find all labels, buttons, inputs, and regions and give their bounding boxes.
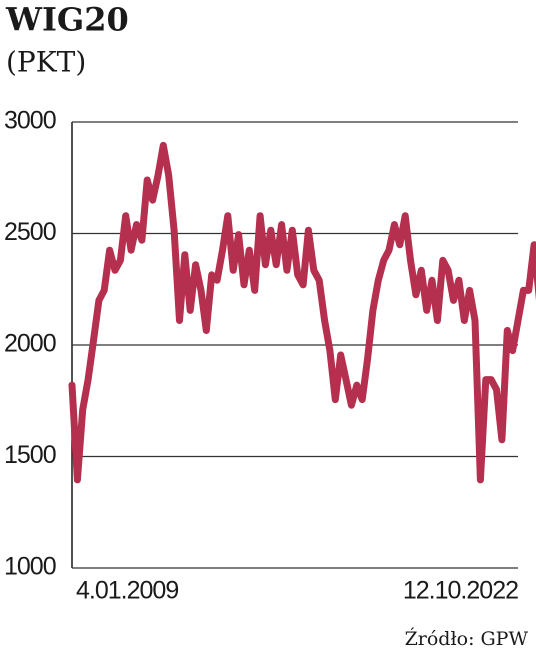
y-tick-label: 2500: [4, 218, 56, 246]
x-tick-label: 4.01.2009: [76, 577, 178, 605]
y-tick-label: 3000: [4, 107, 56, 135]
chart-title: WIG20: [5, 1, 129, 39]
source: Źródło: GPW: [405, 627, 529, 650]
data-line: [68, 141, 536, 484]
x-tick-label: 12.10.2022: [403, 577, 518, 605]
y-tick-label: 2000: [4, 330, 56, 358]
chart-subtitle: (PKT): [6, 46, 86, 79]
y-tick-label: 1500: [4, 441, 56, 469]
y-tick-label: 1000: [4, 553, 56, 581]
